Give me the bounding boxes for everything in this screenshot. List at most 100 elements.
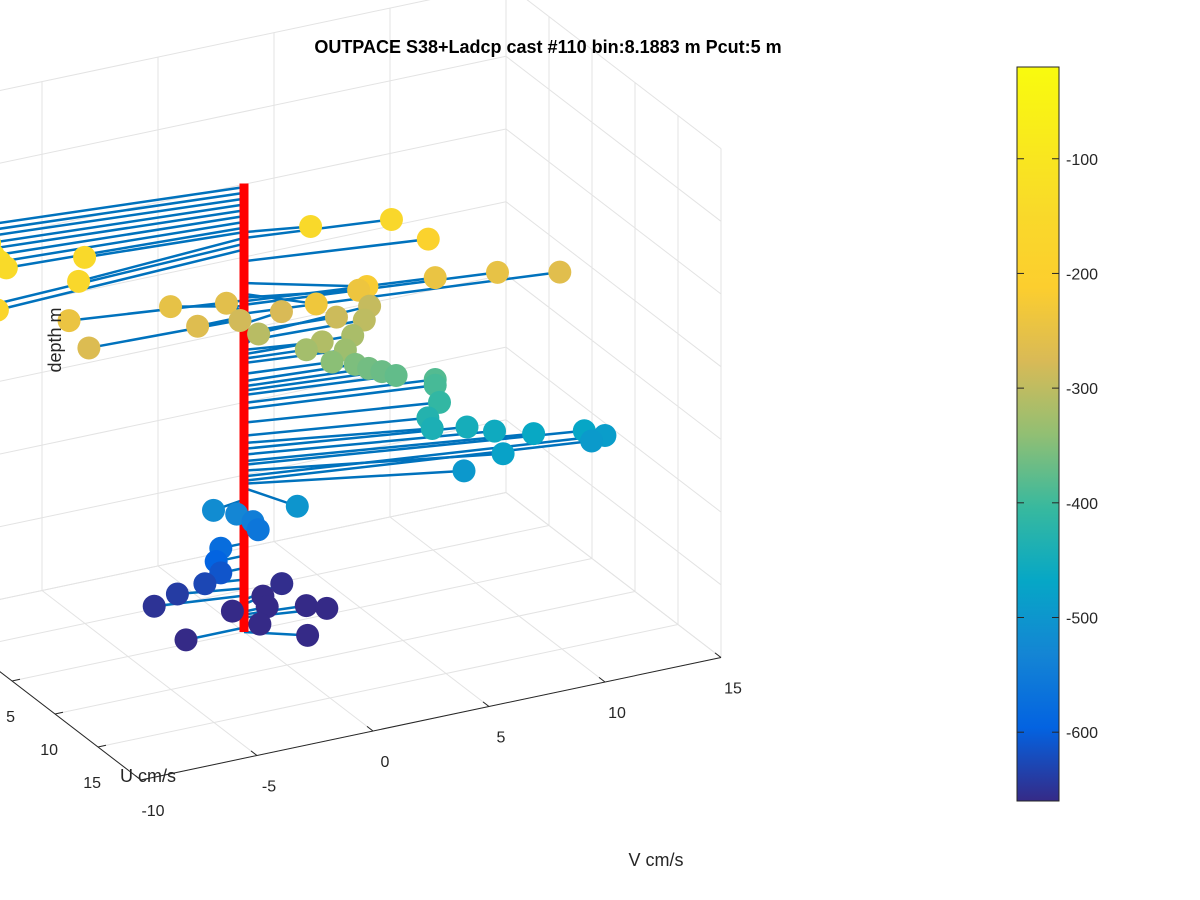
data-point — [247, 322, 271, 346]
data-point — [174, 628, 198, 652]
y-tick-label: 10 — [40, 742, 58, 759]
data-point — [246, 518, 270, 542]
velocity-vector — [243, 401, 440, 424]
velocity-vector — [0, 197, 245, 236]
data-point — [522, 422, 546, 446]
x-tick-mark — [598, 677, 606, 683]
data-point — [255, 595, 279, 619]
y-tick-mark — [11, 678, 21, 682]
velocity-vector — [0, 203, 245, 243]
colorbar-tick-label: -400 — [1066, 496, 1098, 513]
side-wall-grid-line — [526, 0, 722, 149]
velocity-vector — [243, 432, 534, 463]
velocity-vector — [243, 427, 433, 445]
data-point — [548, 260, 572, 284]
x-tick-mark — [134, 775, 142, 781]
x-tick-label: -10 — [141, 803, 164, 820]
x-tick-mark — [714, 652, 722, 658]
x-tick-label: 5 — [497, 730, 506, 747]
back-wall-grid-line — [0, 0, 431, 91]
data-point — [214, 291, 238, 315]
floor-grid-line — [97, 624, 679, 748]
velocity-vector — [243, 270, 560, 315]
back-wall-grid-line — [0, 346, 507, 455]
data-point — [324, 305, 348, 329]
x-tick-mark — [366, 726, 374, 732]
velocity-vector — [0, 248, 245, 311]
data-point — [57, 309, 81, 333]
side-wall-grid-line — [505, 419, 722, 586]
data-point — [294, 594, 318, 618]
floor-grid-line — [54, 591, 636, 715]
data-point — [142, 594, 166, 618]
x-tick-mark — [482, 701, 490, 707]
side-wall-grid-line — [505, 55, 722, 222]
y-tick-label: 5 — [6, 709, 15, 726]
data-point — [285, 494, 309, 518]
axes-box — [0, 652, 722, 781]
data-point — [452, 459, 476, 483]
y-tick-mark — [140, 777, 150, 781]
data-point — [580, 429, 604, 453]
x-tick-label: 10 — [608, 705, 626, 722]
side-wall-grid-line — [505, 274, 722, 440]
velocity-vector — [84, 230, 245, 259]
data-point — [67, 269, 91, 293]
velocity-vector — [0, 191, 245, 230]
floor-grid-line — [41, 590, 258, 756]
data-point — [294, 338, 318, 362]
colorbar-tick-label: -500 — [1066, 611, 1098, 628]
data-point — [416, 227, 440, 251]
data-point — [315, 596, 339, 620]
y-tick-mark — [54, 711, 64, 715]
x-tick-mark — [250, 750, 258, 756]
data-point — [299, 215, 323, 238]
colorbar-tick-label: -300 — [1066, 381, 1098, 398]
velocity-vector — [243, 429, 495, 456]
back-wall-grid-line — [0, 55, 507, 164]
velocity-vector — [0, 214, 245, 256]
side-wall-grid-line — [505, 492, 722, 658]
data-point — [384, 363, 408, 387]
tick-labels: 0-100-200-300-400-500-600-700-10-5051015… — [6, 681, 742, 821]
data-point — [379, 207, 403, 231]
floor-grid-line — [11, 558, 593, 682]
data-point — [202, 498, 225, 522]
data-point — [320, 350, 344, 374]
y-axis-line — [0, 671, 142, 781]
velocity-vector — [243, 237, 429, 263]
velocity-vector — [243, 360, 333, 376]
velocity-vector — [78, 236, 245, 283]
side-wall-grid-line — [505, 128, 722, 295]
velocity-vector — [0, 209, 245, 249]
data-point — [304, 292, 328, 316]
x-tick-label: 0 — [381, 754, 390, 771]
data-point — [248, 612, 272, 636]
plot-area — [0, 183, 617, 652]
data-point — [220, 599, 244, 623]
velocity-vector — [88, 318, 245, 350]
data-point — [186, 314, 210, 338]
x-axis-label: V cm/s — [628, 850, 683, 870]
data-point — [0, 298, 9, 322]
velocity-vector — [243, 439, 592, 483]
y-axis-label: U cm/s — [120, 766, 176, 786]
data-point — [455, 415, 479, 439]
data-point — [269, 300, 293, 324]
x-tick-label: 15 — [724, 681, 742, 698]
velocity-vector — [6, 226, 245, 270]
floor-grid-line — [389, 516, 606, 683]
data-point — [483, 419, 506, 443]
floor-grid-line — [0, 671, 142, 781]
side-wall-grid-line — [505, 201, 722, 368]
data-point — [73, 245, 97, 269]
axes-grid — [0, 0, 722, 781]
back-wall-grid-line — [0, 273, 507, 382]
colorbar-tick-label: -100 — [1066, 152, 1098, 169]
data-point — [193, 572, 217, 596]
data-point — [0, 256, 18, 280]
floor-grid-line — [273, 541, 490, 707]
velocity-vector — [68, 299, 245, 322]
velocity-vector — [243, 416, 429, 437]
